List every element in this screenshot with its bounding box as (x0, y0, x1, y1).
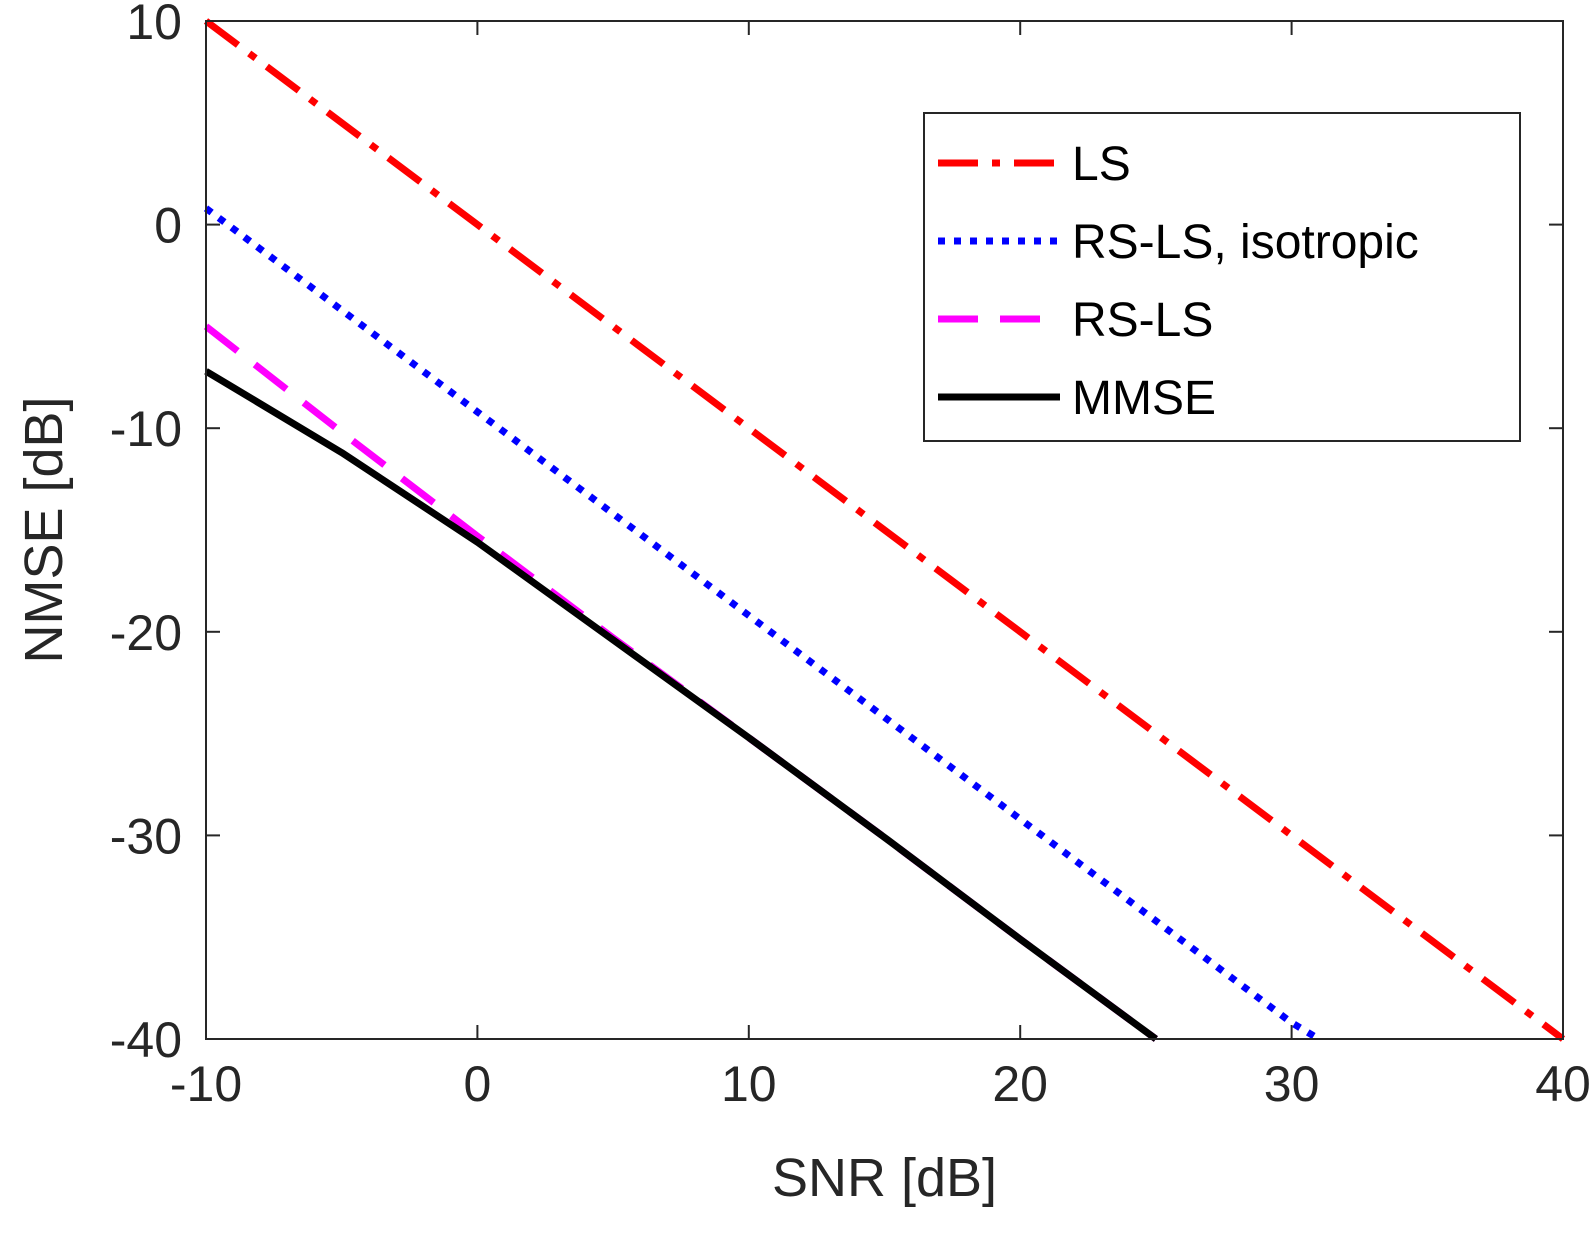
x-tick-label: -10 (170, 1056, 242, 1112)
axes-box (205, 20, 1564, 1040)
series-line-rs-ls-isotropic (203, 205, 1321, 1042)
y-axis-label: NMSE [dB] (14, 396, 74, 663)
legend-label: LS (1072, 138, 1131, 191)
legend-label: RS-LS, isotropic (1072, 216, 1419, 269)
legend-label: MMSE (1072, 372, 1216, 425)
legend-label: RS-LS (1072, 294, 1213, 347)
y-tick-label: -10 (110, 401, 182, 457)
y-tick-label: 0 (154, 198, 182, 254)
x-tick-label: 20 (992, 1056, 1048, 1112)
series-line-mmse (204, 368, 1158, 1042)
x-tick-label: 0 (463, 1056, 491, 1112)
y-tick-label: -30 (110, 808, 182, 864)
y-tick-label: 10 (126, 0, 182, 50)
legend: LS RS-LS, isotropic RS-LS MMSE (923, 112, 1521, 442)
series-layer (203, 18, 1566, 1042)
ticks-layer: -10 0 10 20 30 40 -40 -30 -20 -10 0 10 (110, 0, 1591, 1112)
x-tick-label: 10 (721, 1056, 777, 1112)
y-tick-label: -40 (110, 1012, 182, 1068)
series-line-ls (203, 18, 1566, 1042)
x-tick-label: 40 (1535, 1056, 1591, 1112)
legend-box (923, 112, 1521, 442)
x-axis-label: SNR [dB] (772, 1148, 997, 1208)
x-tick-label: 30 (1264, 1056, 1320, 1112)
y-tick-label: -20 (110, 605, 182, 661)
